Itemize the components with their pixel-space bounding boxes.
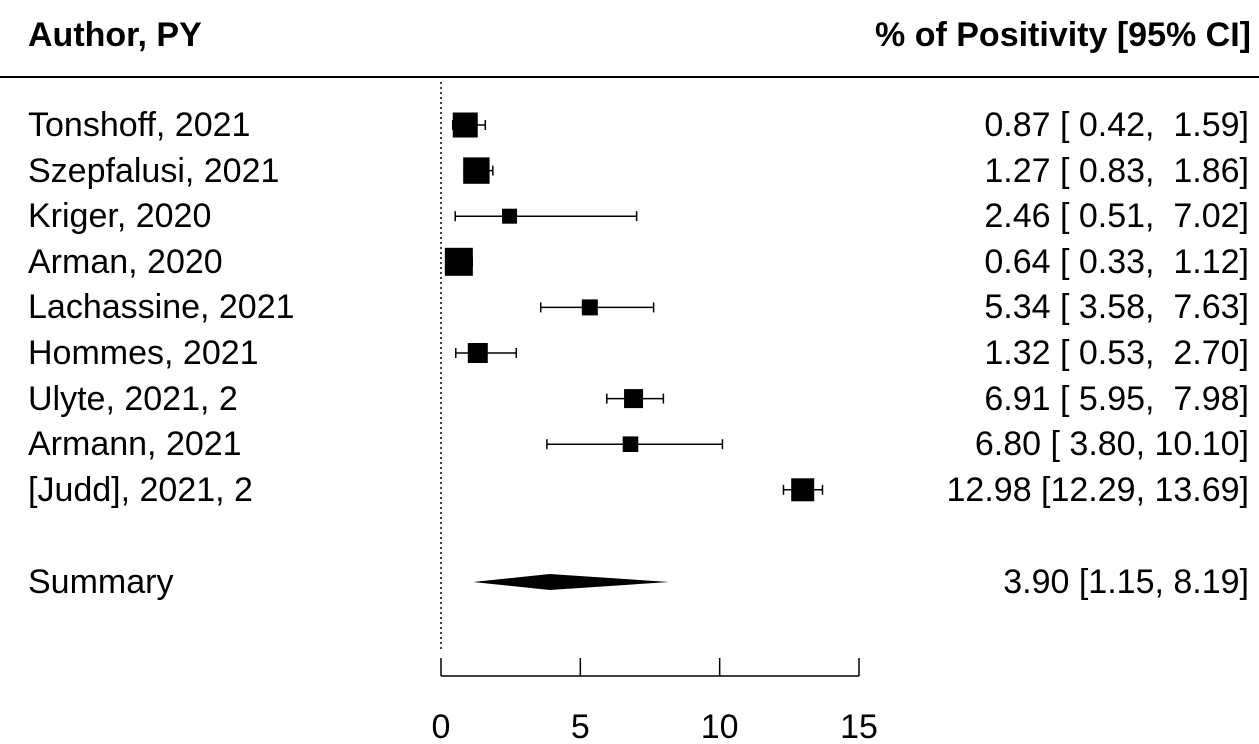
study-ci-text: 0.87 [ 0.42, 1.59]	[984, 106, 1249, 144]
x-tick-label: 15	[840, 708, 878, 744]
study-label: [Judd], 2021, 2	[28, 470, 253, 509]
study-label: Lachassine, 2021	[28, 288, 295, 327]
study-ci-text: 5.34 [ 3.58, 7.63]	[984, 288, 1249, 327]
study-ci-text: 12.98 [12.29, 13.69]	[946, 470, 1249, 509]
effect-square	[452, 112, 478, 138]
x-tick-label: 10	[701, 708, 739, 744]
author-column-header: Author, PY	[28, 16, 202, 54]
study-label: Szepfalusi, 2021	[28, 151, 280, 190]
study-label: Kriger, 2020	[28, 197, 212, 236]
summary-label: Summary	[28, 563, 174, 601]
x-tick-label: 0	[432, 708, 451, 744]
header-divider	[0, 76, 1259, 78]
study-label: Hommes, 2021	[28, 334, 259, 372]
effect-square	[791, 478, 815, 502]
effect-square	[444, 247, 473, 276]
ci-column-header: % of Positivity [95% CI]	[875, 16, 1251, 54]
effect-square	[624, 389, 644, 409]
study-ci-text: 6.80 [ 3.80, 10.10]	[974, 425, 1249, 464]
summary-ci-text: 3.90 [1.15, 8.19]	[1003, 563, 1249, 601]
study-ci-text: 1.27 [ 0.83, 1.86]	[984, 151, 1249, 190]
effect-square	[581, 299, 598, 316]
study-label: Ulyte, 2021, 2	[28, 379, 238, 418]
summary-diamond	[473, 574, 670, 590]
effect-square	[467, 343, 488, 363]
study-ci-text: 2.46 [ 0.51, 7.02]	[984, 197, 1249, 236]
study-label: Armann, 2021	[28, 425, 242, 464]
effect-square	[502, 208, 518, 224]
study-label: Tonshoff, 2021	[28, 106, 251, 144]
x-tick-label: 5	[571, 708, 590, 744]
effect-square	[622, 436, 639, 452]
study-ci-text: 1.32 [ 0.53, 2.70]	[984, 334, 1249, 372]
effect-square	[463, 157, 490, 184]
study-ci-text: 0.64 [ 0.33, 1.12]	[984, 242, 1249, 281]
study-ci-text: 6.91 [ 5.95, 7.98]	[984, 379, 1249, 418]
study-label: Arman, 2020	[28, 242, 223, 281]
